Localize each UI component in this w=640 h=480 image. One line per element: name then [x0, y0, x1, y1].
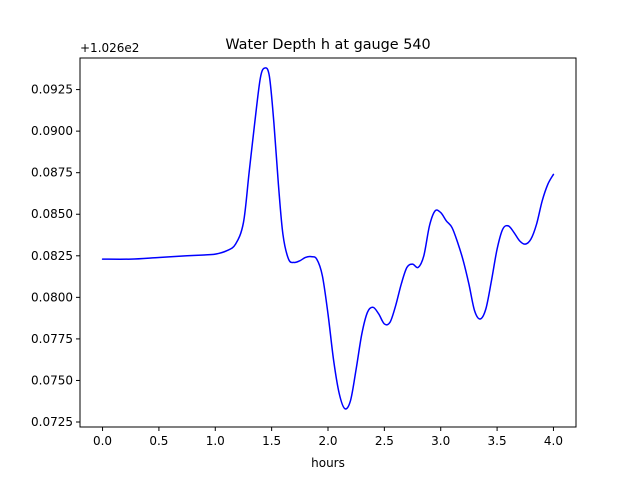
y-tick-label: 0.0925: [31, 83, 73, 97]
y-tick-label: 0.0825: [31, 249, 73, 263]
x-tick-label: 0.5: [149, 434, 168, 448]
y-tick-label: 0.0725: [31, 415, 73, 429]
y-tick-label: 0.0750: [31, 373, 73, 387]
y-tick-label: 0.0800: [31, 290, 73, 304]
chart-title: Water Depth h at gauge 540: [225, 37, 430, 53]
x-tick-label: 1.0: [206, 434, 225, 448]
plot-frame: [79, 57, 577, 428]
y-tick-label: 0.0775: [31, 332, 73, 346]
y-offset-label: +1.026e2: [80, 41, 139, 55]
y-tick-label: 0.0900: [31, 124, 73, 138]
x-tick-label: 3.5: [488, 434, 507, 448]
x-tick-label: 4.0: [544, 434, 563, 448]
y-tick-label: 0.0875: [31, 166, 73, 180]
x-tick-label: 1.5: [262, 434, 281, 448]
y-tick-label: 0.0850: [31, 207, 73, 221]
x-tick-label: 0.0: [93, 434, 112, 448]
y-axis: 0.0725 0.0750 0.0775 0.0800 0.0825 0.0850 0.08…: [31, 83, 80, 429]
x-tick-label: 3.0: [431, 434, 450, 448]
series-line-0: [101, 67, 555, 410]
series-layer: [101, 67, 555, 410]
x-axis-label: hours: [311, 456, 345, 470]
x-axis: 0.0 0.5 1.0 1.5 2.0 2.5 3.0 3.5 4.0: [93, 427, 563, 448]
x-tick-label: 2.5: [375, 434, 394, 448]
x-tick-label: 2.0: [318, 434, 337, 448]
